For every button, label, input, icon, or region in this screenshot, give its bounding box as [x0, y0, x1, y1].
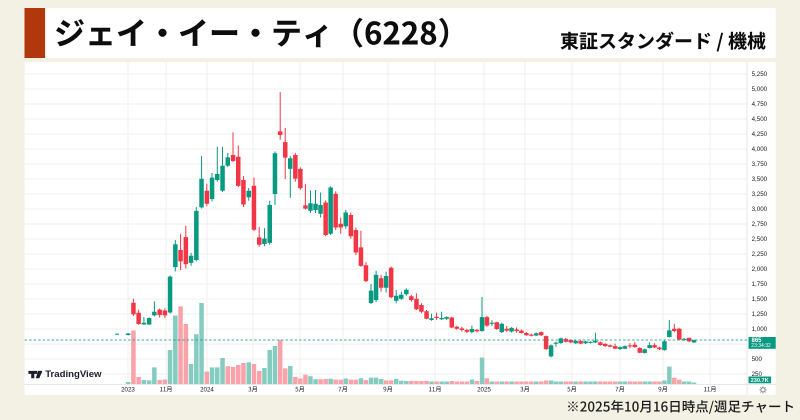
svg-text:4,000: 4,000 — [752, 146, 768, 153]
svg-text:2,500: 2,500 — [752, 236, 768, 243]
svg-text:4,250: 4,250 — [752, 131, 768, 138]
svg-text:2,750: 2,750 — [752, 221, 768, 228]
svg-text:1,000: 1,000 — [752, 326, 768, 333]
svg-text:1,250: 1,250 — [752, 311, 768, 318]
svg-text:2025: 2025 — [477, 386, 491, 393]
svg-text:865: 865 — [752, 338, 763, 344]
svg-text:230.7K: 230.7K — [751, 378, 769, 384]
svg-text:1,500: 1,500 — [752, 296, 768, 303]
svg-text:23:34:32: 23:34:32 — [751, 343, 771, 349]
svg-text:2,000: 2,000 — [752, 266, 768, 273]
svg-text:250: 250 — [752, 371, 763, 378]
svg-text:2,250: 2,250 — [752, 251, 768, 258]
svg-text:1,750: 1,750 — [752, 281, 768, 288]
svg-text:5,250: 5,250 — [752, 71, 768, 78]
svg-text:4,750: 4,750 — [752, 101, 768, 108]
svg-text:2024: 2024 — [200, 386, 214, 393]
svg-text:4,500: 4,500 — [752, 116, 768, 123]
svg-text:3,750: 3,750 — [752, 161, 768, 168]
svg-text:5,000: 5,000 — [752, 86, 768, 93]
svg-text:3,250: 3,250 — [752, 191, 768, 198]
svg-text:2023: 2023 — [121, 386, 135, 393]
svg-text:TradingView: TradingView — [45, 369, 102, 380]
svg-text:500: 500 — [752, 356, 763, 363]
svg-text:3,500: 3,500 — [752, 176, 768, 183]
svg-text:3,000: 3,000 — [752, 206, 768, 213]
